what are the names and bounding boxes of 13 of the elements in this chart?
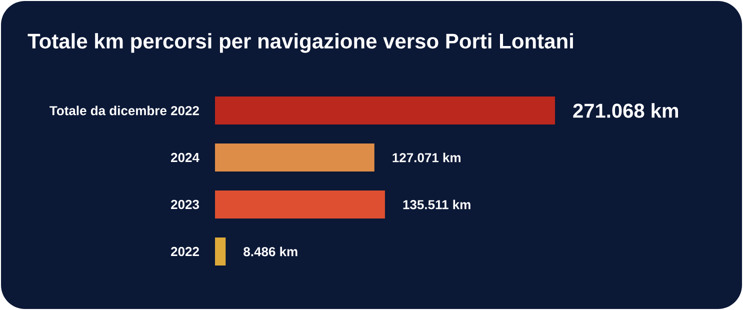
y-tick-label: 2022 <box>171 246 199 256</box>
bar <box>215 144 374 172</box>
y-tick-label: 2024 <box>171 152 200 162</box>
y-tick-label: 2023 <box>171 200 200 210</box>
data-label: 135.511 km <box>403 200 470 210</box>
data-label: 8.486 km <box>244 246 298 256</box>
chart-title: Totale km percorsi per navigazione verso Porti Lontani <box>28 33 573 53</box>
y-tick-label: Totale da dicembre 2022 <box>50 106 199 116</box>
bar <box>215 238 226 266</box>
bar <box>215 190 385 219</box>
data-label: 271.068 km <box>573 103 678 118</box>
bar <box>215 96 556 125</box>
data-label: 127.071 km <box>392 152 460 162</box>
